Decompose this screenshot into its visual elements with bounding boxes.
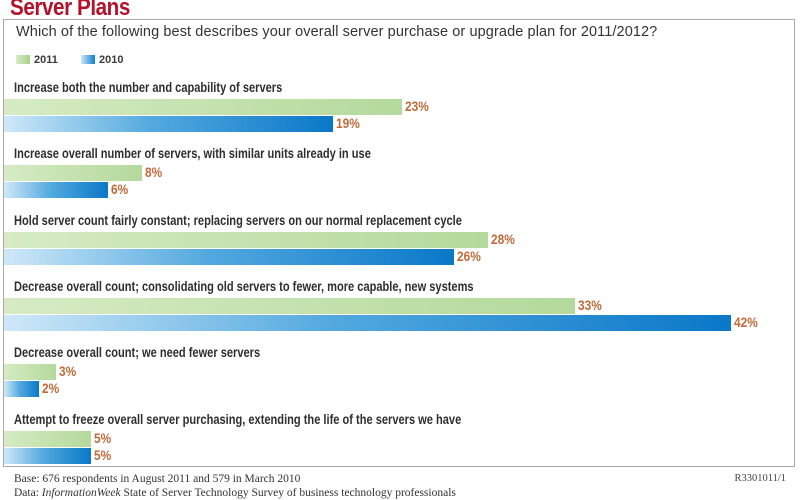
bar-2011 [4, 165, 143, 182]
chart-frame [3, 19, 795, 467]
bar-2011 [4, 297, 575, 314]
footer-source-prefix: Data: [14, 487, 42, 499]
data-label-2010: 6% [110, 181, 128, 198]
data-label-2010: 2% [41, 380, 59, 397]
chart-subtitle: Which of the following best describes yo… [16, 24, 658, 40]
legend-item-2011: 2011 [16, 54, 58, 66]
bar-2010 [4, 447, 91, 464]
category-label: Decrease overall count; we need fewer se… [14, 345, 261, 361]
legend-label-2010: 2010 [99, 54, 124, 66]
category-label: Increase overall number of servers, with… [14, 146, 371, 162]
data-label-2011: 8% [145, 164, 163, 181]
data-label-2011: 28% [491, 230, 516, 247]
data-label-2010: 5% [93, 446, 111, 463]
data-label-2010: 26% [456, 247, 481, 264]
category-label: Attempt to freeze overall server purchas… [14, 411, 462, 427]
footer-source-rest: State of Server Technology Survey of bus… [120, 487, 456, 499]
bar-2010 [4, 314, 731, 331]
category-label: Decrease overall count; consolidating ol… [14, 278, 474, 294]
data-label-2011: 23% [404, 98, 429, 114]
data-label-2010: 19% [335, 115, 360, 131]
data-label-2011: 33% [577, 296, 602, 313]
data-label-2011: 5% [93, 429, 111, 446]
data-label-2010: 42% [733, 313, 758, 330]
data-label-2011: 3% [58, 363, 77, 380]
footer-source: Data: InformationWeek State of Server Te… [14, 487, 456, 499]
bar-2010 [4, 116, 333, 132]
bar-2010 [4, 381, 39, 398]
legend-swatch-2010 [81, 55, 95, 64]
bar-2010 [4, 182, 108, 199]
bar-2011 [4, 364, 56, 381]
footer-code: R3301011/1 [734, 473, 786, 484]
category-label: Increase both the number and capability … [14, 80, 283, 95]
legend-swatch-2011 [16, 55, 30, 64]
bar-2011 [4, 231, 489, 248]
bar-2011 [4, 99, 402, 115]
footer-base: Base: 676 respondents in August 2011 and… [14, 473, 301, 485]
category-label: Hold server count fairly constant; repla… [14, 212, 462, 228]
legend-item-2010: 2010 [81, 54, 123, 66]
bar-2011 [4, 430, 91, 447]
chart-title: Server Plans [10, 0, 130, 21]
footer-source-publication: InformationWeek [41, 487, 121, 499]
legend-label-2011: 2011 [34, 54, 58, 66]
bar-2010 [4, 248, 454, 265]
